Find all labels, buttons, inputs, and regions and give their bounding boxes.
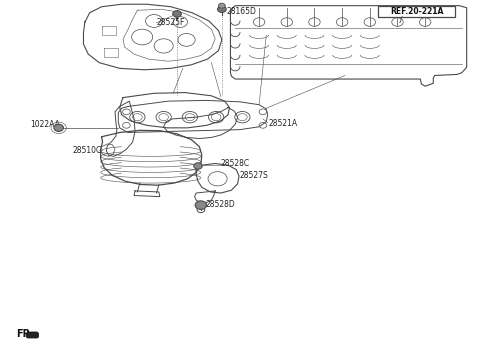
Polygon shape: [26, 332, 38, 338]
Text: 1022AA: 1022AA: [30, 120, 60, 129]
Circle shape: [217, 6, 226, 13]
FancyBboxPatch shape: [378, 6, 455, 17]
Text: REF.20-221A: REF.20-221A: [390, 7, 443, 16]
Text: 28521A: 28521A: [269, 119, 298, 128]
Text: 28528D: 28528D: [205, 200, 235, 209]
Text: FR.: FR.: [16, 330, 34, 340]
Circle shape: [218, 3, 225, 8]
Text: 28528C: 28528C: [221, 159, 250, 168]
Text: 28510C: 28510C: [72, 146, 101, 155]
Circle shape: [194, 163, 202, 169]
Circle shape: [54, 124, 63, 131]
Circle shape: [173, 11, 181, 17]
Text: 28165D: 28165D: [227, 7, 256, 16]
Circle shape: [195, 201, 206, 209]
Text: 28525F: 28525F: [156, 18, 185, 27]
Text: 28527S: 28527S: [240, 171, 269, 180]
